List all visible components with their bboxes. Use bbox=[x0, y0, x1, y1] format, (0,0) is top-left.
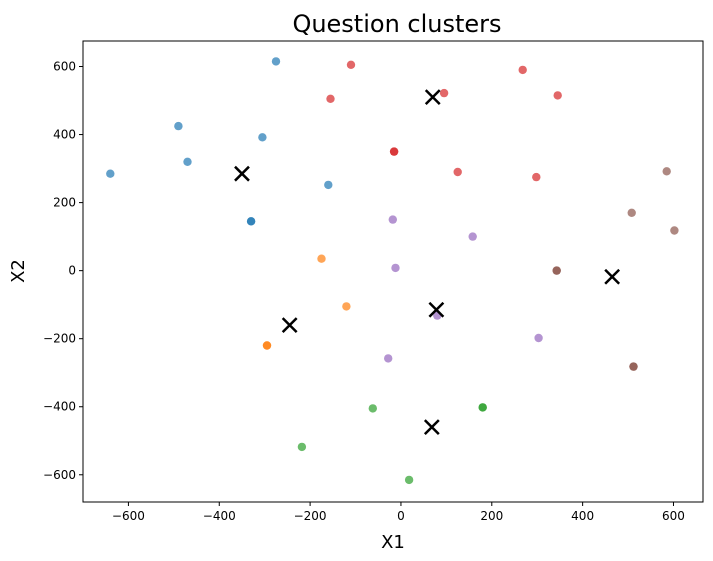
y-tick-label: −600 bbox=[43, 468, 76, 482]
data-point-cluster-4 bbox=[326, 94, 335, 104]
data-point-cluster-3 bbox=[404, 475, 414, 485]
centroid-markers bbox=[234, 89, 621, 436]
x-axis-label: X1 bbox=[381, 532, 405, 553]
x-tick-label: −600 bbox=[112, 509, 145, 523]
data-point-cluster-1 bbox=[324, 180, 333, 190]
centroid-x-marker bbox=[423, 419, 440, 436]
data-point-cluster-5 bbox=[391, 263, 400, 273]
data-point-cluster-1 bbox=[174, 121, 183, 131]
data-point-cluster-4 bbox=[346, 60, 356, 69]
centroid-x-marker bbox=[604, 268, 621, 285]
data-point-cluster-2 bbox=[342, 302, 351, 311]
y-tick-label: −400 bbox=[43, 400, 76, 414]
data-point-cluster-4 bbox=[532, 172, 541, 182]
data-point-cluster-5 bbox=[384, 354, 393, 363]
x-tick-label: 0 bbox=[397, 509, 405, 523]
centroid-x-marker bbox=[424, 89, 441, 106]
data-point-cluster-2 bbox=[262, 341, 272, 350]
data-point-cluster-6 bbox=[629, 362, 638, 371]
data-point-cluster-3 bbox=[297, 442, 307, 452]
plot-frame bbox=[82, 40, 704, 503]
y-tick-label: 400 bbox=[53, 128, 76, 142]
data-point-cluster-3 bbox=[478, 403, 487, 412]
data-point-cluster-3 bbox=[368, 404, 377, 413]
y-tick-label: −200 bbox=[43, 332, 76, 346]
centroid-x-marker bbox=[234, 165, 250, 182]
x-tick-label: −400 bbox=[203, 509, 236, 523]
data-point-cluster-1 bbox=[183, 157, 192, 166]
x-tick-label: 200 bbox=[480, 509, 503, 523]
data-point-cluster-4 bbox=[439, 88, 449, 98]
plot-points bbox=[106, 57, 679, 485]
y-tick-label: 600 bbox=[53, 60, 76, 74]
data-point-cluster-4 bbox=[389, 147, 399, 156]
data-point-cluster-5 bbox=[468, 232, 477, 241]
data-point-cluster-6 bbox=[662, 167, 671, 176]
y-tick-label: 0 bbox=[68, 264, 76, 278]
data-point-cluster-6 bbox=[627, 208, 636, 217]
data-point-cluster-4 bbox=[453, 167, 462, 177]
x-tick-label: 400 bbox=[571, 509, 594, 523]
data-point-cluster-6 bbox=[670, 226, 679, 235]
data-point-cluster-1 bbox=[246, 217, 256, 226]
centroid-x-marker bbox=[281, 317, 298, 333]
data-point-cluster-4 bbox=[553, 91, 562, 100]
data-point-cluster-2 bbox=[317, 254, 326, 263]
data-point-cluster-6 bbox=[552, 266, 561, 275]
y-tick-label: 200 bbox=[53, 196, 76, 210]
data-point-cluster-5 bbox=[388, 215, 397, 224]
x-tick-label: 600 bbox=[662, 509, 685, 523]
data-point-cluster-1 bbox=[258, 133, 267, 142]
x-tick-label: −200 bbox=[294, 509, 327, 523]
y-axis-label: X2 bbox=[8, 259, 29, 283]
data-point-cluster-1 bbox=[271, 57, 281, 66]
y-axis-ticks: −600 −400 −200 0 200 400 600 bbox=[43, 60, 83, 482]
centroid-x-marker bbox=[428, 301, 445, 318]
data-point-cluster-1 bbox=[106, 169, 115, 178]
chart-title: Question clusters bbox=[292, 10, 501, 38]
x-axis-ticks: −600 −400 −200 0 200 400 600 bbox=[112, 502, 685, 523]
data-point-cluster-5 bbox=[534, 333, 543, 343]
data-point-cluster-4 bbox=[518, 65, 527, 75]
